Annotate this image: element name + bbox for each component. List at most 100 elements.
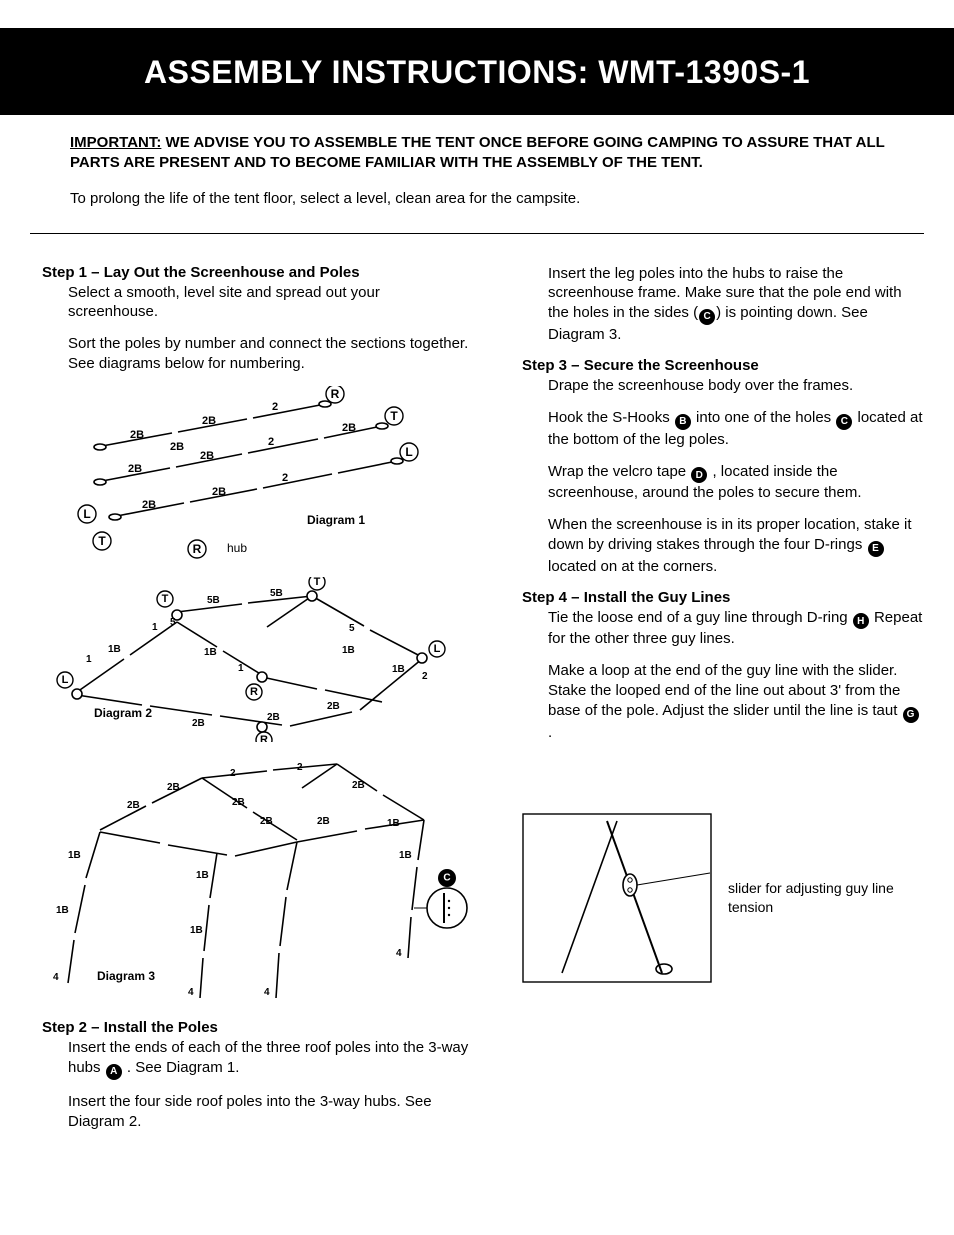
d3-lbl: 1B [196, 870, 209, 881]
s3p2a: Hook the S-Hooks [548, 409, 674, 426]
badge-c-icon: C [699, 309, 715, 325]
step-2-p1: Insert the ends of each of the three roo… [68, 1038, 472, 1080]
important-label: IMPORTANT: [70, 134, 161, 151]
d3-lbl: 1B [399, 850, 412, 861]
d3-lbl: 2B [317, 816, 330, 827]
s3p3a: Wrap the velcro tape [548, 463, 690, 480]
d1-ring-R: R [331, 387, 340, 401]
diagram-1: R T L L T R 2B 2B 2 2B 2B 2B 2 [42, 386, 462, 561]
s4p2a: Make a loop at the end of the guy line w… [548, 662, 902, 719]
d2-lbl: 5 [170, 617, 176, 628]
badge-b-icon: B [675, 414, 691, 430]
step-1-body: Select a smooth, level site and spread o… [42, 283, 472, 375]
d2-ring: L [62, 674, 69, 686]
d1-lbl: 2B [200, 450, 214, 462]
d1-ring-T: T [390, 409, 398, 423]
prolong-note: To prolong the life of the tent floor, s… [0, 174, 954, 223]
d3-lbl: 2B [260, 816, 273, 827]
content-columns: Step 1 – Lay Out the Screenhouse and Pol… [0, 264, 954, 1174]
d1-ring-T2: T [98, 534, 106, 548]
right-column: Insert the leg poles into the hubs to ra… [522, 264, 924, 1144]
step-3-body: Drape the screenhouse body over the fram… [522, 376, 924, 577]
badge-h-icon: H [853, 613, 869, 629]
d3-lbl: 1B [68, 850, 81, 861]
d1-lbl: 2B [342, 422, 356, 434]
s4p2b: . [548, 724, 552, 741]
step-3-p1: Drape the screenhouse body over the fram… [548, 376, 924, 396]
left-column: Step 1 – Lay Out the Screenhouse and Pol… [42, 264, 472, 1144]
hub-label: hub [227, 541, 247, 555]
d3-lbl: 1B [387, 818, 400, 829]
d3-lbl: 2B [167, 782, 180, 793]
d2-ring: R [250, 686, 258, 698]
d2-lbl: 1B [392, 664, 405, 675]
slider-caption: slider for adjusting guy line tension [728, 879, 898, 917]
d2-lbl: 2B [327, 701, 340, 712]
diagram-3-label: Diagram 3 [97, 969, 155, 983]
d2-lbl: 1B [342, 645, 355, 656]
d2-ring: L [434, 643, 441, 655]
title-banner: ASSEMBLY INSTRUCTIONS: WMT-1390S-1 [0, 28, 954, 115]
step-2-p2: Insert the four side roof poles into the… [68, 1092, 472, 1132]
d2-lbl: 1 [238, 663, 244, 674]
d2-lbl: 1 [152, 622, 158, 633]
d3-lbl: 2B [127, 800, 140, 811]
divider [30, 233, 924, 234]
d1-ring-R2: R [193, 542, 202, 556]
d2-lbl: 5 [349, 623, 355, 634]
badge-c2-icon: C [836, 414, 852, 430]
important-notice: IMPORTANT: WE ADVISE YOU TO ASSEMBLE THE… [0, 133, 954, 174]
d1-lbl: 2B [130, 429, 144, 441]
d2-lbl: 5B [207, 595, 220, 606]
d2-ring: R [260, 734, 268, 742]
d3-lbl: 4 [264, 987, 270, 998]
s4p1a: Tie the loose end of a guy line through … [548, 609, 852, 626]
step-1-heading: Step 1 – Lay Out the Screenhouse and Pol… [42, 264, 472, 281]
d3-lbl: 2B [352, 780, 365, 791]
page-title: ASSEMBLY INSTRUCTIONS: WMT-1390S-1 [10, 54, 944, 91]
badge-g-icon: G [903, 707, 919, 723]
diagrams-area: R T L L T R 2B 2B 2 2B 2B 2B 2 [42, 386, 472, 1003]
diagram-1-label: Diagram 1 [307, 513, 365, 527]
d1-lbl: 2 [272, 401, 278, 413]
diagram-2: T T L L R R 5 5B 5B 5 1 1B 1 1B [42, 577, 462, 742]
d3-c-badge: C [443, 873, 450, 884]
d3-lbl: 1B [190, 925, 203, 936]
step-3-p2: Hook the S-Hooks B into one of the holes… [548, 408, 924, 450]
s3p2b: into one of the holes [692, 409, 835, 426]
d3-lbl: 2 [297, 762, 303, 773]
d1-lbl: 2B [142, 499, 156, 511]
step-4-p1: Tie the loose end of a guy line through … [548, 608, 924, 650]
slider-figure: slider for adjusting guy line tension [522, 813, 924, 983]
slider-diagram [522, 813, 712, 983]
d2-ring: T [314, 577, 321, 588]
d3-lbl: 4 [188, 987, 194, 998]
diagram-3: C 2 2B 2B 2 2B 2B 2B 2B 1B 1B 1B 1B 1B 1… [42, 758, 472, 1003]
step-2-p1b: . See Diagram 1. [123, 1059, 240, 1076]
d1-lbl: 2B [202, 415, 216, 427]
step-4-heading: Step 4 – Install the Guy Lines [522, 589, 924, 606]
step-3-p3: Wrap the velcro tape D , located inside … [548, 462, 924, 504]
d3-lbl: 2 [230, 768, 236, 779]
step-2-heading: Step 2 – Install the Poles [42, 1019, 472, 1036]
badge-e-icon: E [868, 541, 884, 557]
d1-ring-L: L [405, 445, 412, 459]
d3-lbl: 4 [396, 948, 402, 959]
step-1-p2: Sort the poles by number and connect the… [68, 334, 472, 374]
step-4-body: Tie the loose end of a guy line through … [522, 608, 924, 743]
step-2-body: Insert the ends of each of the three roo… [42, 1038, 472, 1131]
badge-a-icon: A [106, 1064, 122, 1080]
col2-intro: Insert the leg poles into the hubs to ra… [522, 264, 924, 345]
d3-lbl: 2B [232, 797, 245, 808]
diagram-2-label: Diagram 2 [94, 706, 152, 720]
d1-ring-L2: L [83, 507, 90, 521]
d1-lbl: 2B [212, 486, 226, 498]
step-1-p1: Select a smooth, level site and spread o… [68, 283, 472, 323]
d3-lbl: 1B [56, 905, 69, 916]
d2-lbl: 2 [422, 671, 428, 682]
d3-lbl: 4 [53, 972, 59, 983]
step-3-heading: Step 3 – Secure the Screenhouse [522, 357, 924, 374]
d1-lbl: 2 [268, 436, 274, 448]
d2-lbl: 5B [270, 588, 283, 599]
d1-lbl: 2B [170, 441, 184, 453]
